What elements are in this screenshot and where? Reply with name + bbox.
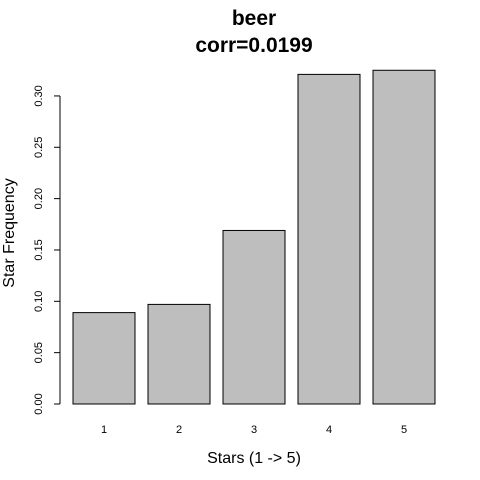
x-tick-label-4: 4: [326, 424, 332, 436]
y-tick-label: 0.10: [33, 291, 45, 312]
x-tick-label-1: 1: [101, 424, 107, 436]
x-axis: 1 2 3 4 5: [101, 424, 407, 436]
y-tick-label: 0.30: [33, 85, 45, 106]
y-tick-label: 0.00: [33, 393, 45, 414]
y-axis: 0.00 0.05 0.10 0.15 0.20 0.25 0.30: [33, 85, 61, 415]
bar-4: [297, 73, 361, 405]
bar-2: [147, 303, 211, 405]
x-axis-label: Stars (1 -> 5): [207, 450, 301, 467]
bar-5: [372, 69, 436, 405]
y-tick-label: 0.05: [33, 342, 45, 363]
bar-1: [72, 312, 136, 405]
y-tick-label: 0.25: [33, 137, 45, 158]
y-tick-label: 0.20: [33, 188, 45, 209]
x-tick-label-3: 3: [251, 424, 257, 436]
x-tick-label-2: 2: [176, 424, 182, 436]
y-axis-label: Star Frequency: [1, 178, 18, 287]
bars-group: [72, 69, 436, 405]
bar-3: [222, 229, 286, 405]
y-tick-label: 0.15: [33, 239, 45, 260]
chart-subtitle: corr=0.0199: [195, 34, 312, 57]
x-tick-label-5: 5: [401, 424, 407, 436]
chart-title: beer: [232, 7, 276, 30]
